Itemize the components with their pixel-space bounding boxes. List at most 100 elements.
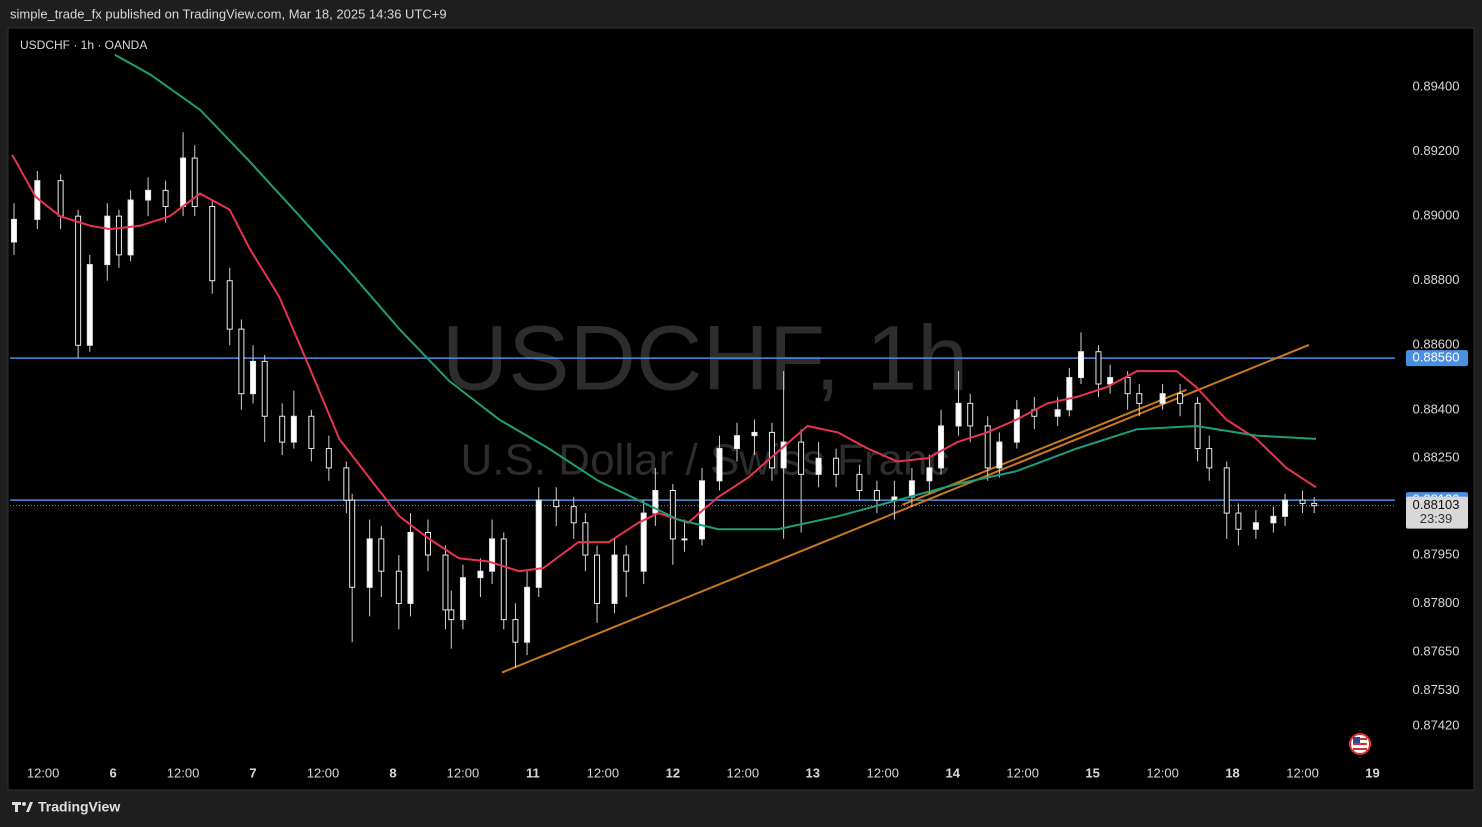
candle-body bbox=[1095, 351, 1102, 385]
candle-body bbox=[1054, 409, 1061, 417]
candle-body bbox=[407, 531, 414, 604]
y-tick-label: 0.88250 bbox=[1413, 450, 1460, 465]
candle-body bbox=[512, 619, 519, 643]
countdown: 23:39 bbox=[1420, 511, 1453, 526]
candle-body bbox=[996, 441, 1003, 469]
moving-average bbox=[11, 154, 1317, 573]
candle-body bbox=[424, 531, 431, 556]
y-tick-label: 0.89400 bbox=[1413, 79, 1460, 94]
candle-body bbox=[1252, 522, 1259, 530]
x-tick-label: 12:00 bbox=[27, 765, 60, 780]
candle-body bbox=[1077, 351, 1084, 379]
x-tick-label: 12:00 bbox=[307, 765, 340, 780]
candle-body bbox=[57, 180, 64, 217]
level-tag bbox=[1406, 350, 1468, 367]
candle-body bbox=[290, 415, 297, 443]
flag-icon bbox=[1349, 733, 1371, 755]
candle-body bbox=[780, 441, 787, 469]
plot-area bbox=[10, 53, 1395, 674]
chart-panel bbox=[7, 27, 1475, 791]
y-tick-label: 0.87420 bbox=[1413, 718, 1460, 733]
candle-body bbox=[448, 609, 455, 621]
candle-body bbox=[442, 554, 449, 611]
candle-body bbox=[180, 157, 187, 207]
candle-body bbox=[477, 570, 484, 579]
candle-body bbox=[1223, 467, 1230, 514]
x-tick-label: 12:00 bbox=[727, 765, 760, 780]
candle-body bbox=[145, 189, 152, 201]
footer-brand: TradingView bbox=[38, 799, 120, 815]
candle-body bbox=[669, 490, 676, 540]
x-tick-label: 12 bbox=[666, 765, 680, 780]
candle-body bbox=[1206, 448, 1213, 469]
candle-body bbox=[115, 215, 122, 256]
candle-body bbox=[768, 431, 775, 469]
y-tick-label: 0.89200 bbox=[1413, 143, 1460, 158]
x-tick-label: 6 bbox=[109, 765, 116, 780]
level-label: 0.88560 bbox=[1413, 350, 1460, 365]
y-tick-label: 0.87950 bbox=[1413, 546, 1460, 561]
candle-body bbox=[873, 490, 880, 501]
y-tick-label: 0.88600 bbox=[1413, 337, 1460, 352]
x-tick-label: 13 bbox=[806, 765, 820, 780]
x-tick-label: 12:00 bbox=[447, 765, 480, 780]
candle-body bbox=[535, 499, 542, 588]
x-tick-label: 12:00 bbox=[587, 765, 620, 780]
x-tick-label: 15 bbox=[1085, 765, 1099, 780]
candle-body bbox=[10, 218, 17, 243]
x-tick-label: 12:00 bbox=[1146, 765, 1179, 780]
candle-body bbox=[279, 415, 286, 443]
candle-body bbox=[1124, 377, 1131, 395]
candle-body bbox=[553, 499, 560, 508]
x-tick-label: 18 bbox=[1225, 765, 1239, 780]
x-tick-label: 12:00 bbox=[1286, 765, 1319, 780]
candle-body bbox=[833, 457, 840, 475]
x-tick-label: 11 bbox=[526, 765, 540, 780]
x-tick-label: 14 bbox=[945, 765, 960, 780]
candle-body bbox=[1136, 393, 1143, 404]
candle-body bbox=[238, 328, 245, 395]
candle-body bbox=[395, 570, 402, 604]
candle-body bbox=[733, 435, 740, 450]
candle-body bbox=[308, 415, 315, 450]
candle-body bbox=[1159, 393, 1166, 404]
candle-body bbox=[250, 360, 257, 395]
candle-body bbox=[86, 264, 93, 346]
candle-body bbox=[751, 431, 758, 437]
x-tick-label: 8 bbox=[389, 765, 396, 780]
candle-body bbox=[611, 554, 618, 604]
candle-body bbox=[640, 512, 647, 572]
candle-body bbox=[815, 457, 822, 475]
candle-body bbox=[459, 577, 466, 621]
candle-body bbox=[1270, 515, 1277, 524]
last-price-tag bbox=[1406, 496, 1468, 529]
candle-body bbox=[162, 189, 169, 207]
candle-body bbox=[938, 425, 945, 469]
candle-body bbox=[1235, 512, 1242, 530]
candle-body bbox=[1299, 499, 1306, 504]
candle-body bbox=[908, 480, 915, 498]
candle-body bbox=[798, 441, 805, 475]
x-tick-label: 12:00 bbox=[866, 765, 899, 780]
candle-body bbox=[489, 538, 496, 572]
candle-body bbox=[955, 402, 962, 427]
candle-body bbox=[570, 506, 577, 524]
candle-body bbox=[325, 448, 332, 469]
candle-body bbox=[209, 205, 216, 282]
x-tick-label: 19 bbox=[1365, 765, 1379, 780]
candle-body bbox=[856, 473, 863, 492]
candle-body bbox=[967, 402, 974, 427]
candle-body bbox=[681, 538, 688, 541]
candle-body bbox=[623, 554, 630, 572]
candle-body bbox=[716, 448, 723, 482]
candle-body bbox=[1066, 377, 1073, 411]
candle-body bbox=[366, 538, 373, 588]
candle-body bbox=[378, 538, 385, 572]
candle-body bbox=[926, 467, 933, 482]
y-tick-label: 0.88400 bbox=[1413, 401, 1460, 416]
candle-body bbox=[261, 360, 268, 417]
candle-body bbox=[75, 215, 82, 346]
candle-body bbox=[594, 554, 601, 604]
candle-body bbox=[191, 157, 198, 207]
y-tick-label: 0.88800 bbox=[1413, 272, 1460, 287]
